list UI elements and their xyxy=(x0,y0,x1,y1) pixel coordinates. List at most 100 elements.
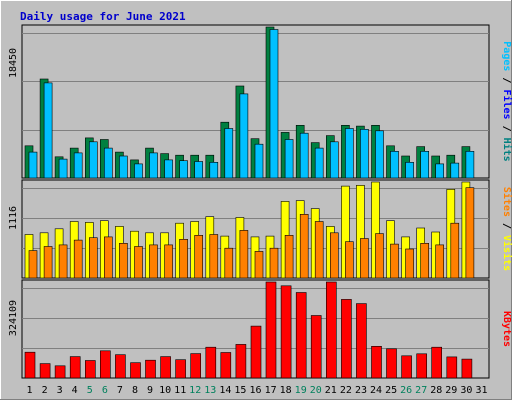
bar-visits-sites-day-11 xyxy=(179,239,188,279)
bar-hits-files-day-27 xyxy=(420,151,430,179)
day-label-13: 13 xyxy=(204,385,216,396)
panel-hits-ymax-label: 18450 xyxy=(8,48,19,78)
day-label-1: 1 xyxy=(26,385,32,396)
bar-hits-files-day-14 xyxy=(224,128,234,179)
bar-hits-files-day-28 xyxy=(435,163,445,179)
bar-visits-sites-day-20 xyxy=(314,221,324,279)
panel-hits: 18450 Pages / Files / Hits xyxy=(8,24,512,179)
bar-visits-sites-day-6 xyxy=(104,236,113,279)
bar-kbytes-kbytes-day-11 xyxy=(175,359,186,379)
bar-visits-sites-day-12 xyxy=(194,235,203,279)
bar-hits-files-day-2 xyxy=(43,82,53,179)
bar-hits-files-day-5 xyxy=(89,141,98,179)
bar-hits-files-day-1 xyxy=(28,151,38,179)
bar-hits-files-day-7 xyxy=(119,155,128,179)
bar-visits-sites-day-27 xyxy=(420,243,430,279)
day-label-19: 19 xyxy=(295,385,307,396)
bar-kbytes-kbytes-day-26 xyxy=(401,355,412,379)
day-label-17: 17 xyxy=(265,385,277,396)
panel-kbytes: 324109 KBytes xyxy=(8,279,512,379)
bar-visits-sites-day-26 xyxy=(405,248,414,279)
day-label-11: 11 xyxy=(174,385,186,396)
day-label-16: 16 xyxy=(249,385,261,396)
bar-hits-files-day-9 xyxy=(149,152,158,179)
bar-hits-files-day-3 xyxy=(58,158,68,179)
bar-visits-sites-day-24 xyxy=(375,233,384,279)
day-label-2: 2 xyxy=(42,385,48,396)
bar-visits-sites-day-10 xyxy=(164,244,173,279)
day-label-8: 8 xyxy=(132,385,138,396)
legend-separator: / xyxy=(501,217,512,235)
day-label-3: 3 xyxy=(57,385,63,396)
bar-kbytes-kbytes-day-8 xyxy=(130,362,141,379)
day-label-18: 18 xyxy=(280,385,292,396)
bar-kbytes-kbytes-day-18 xyxy=(280,285,292,379)
bar-kbytes-kbytes-day-9 xyxy=(145,359,156,379)
bar-hits-files-day-10 xyxy=(164,159,173,179)
day-label-31: 31 xyxy=(475,385,487,396)
day-label-28: 28 xyxy=(430,385,442,396)
bar-hits-files-day-25 xyxy=(390,151,399,179)
bar-kbytes-kbytes-day-4 xyxy=(69,356,81,379)
day-label-26: 26 xyxy=(400,385,412,396)
bar-visits-sites-day-28 xyxy=(435,244,445,279)
legend-files: Files xyxy=(501,89,512,119)
legend-separator: / xyxy=(501,71,512,89)
bar-kbytes-kbytes-day-29 xyxy=(446,356,458,379)
day-label-6: 6 xyxy=(102,385,108,396)
bar-kbytes-kbytes-day-25 xyxy=(386,348,397,379)
bar-kbytes-kbytes-day-27 xyxy=(416,353,428,379)
day-label-22: 22 xyxy=(340,385,352,396)
bar-visits-sites-day-29 xyxy=(450,222,460,279)
legend-sites: Sites xyxy=(501,187,512,217)
bar-hits-files-day-15 xyxy=(239,93,249,179)
bar-visits-sites-day-4 xyxy=(73,239,83,279)
panel-visits-ymax-label: 1116 xyxy=(8,206,19,230)
day-label-29: 29 xyxy=(445,385,457,396)
legend-separator: / xyxy=(501,120,512,138)
bar-visits-sites-day-23 xyxy=(360,238,369,279)
bar-hits-files-day-11 xyxy=(179,160,188,179)
bar-visits-sites-day-22 xyxy=(345,241,354,279)
day-label-27: 27 xyxy=(415,385,427,396)
bar-hits-files-day-24 xyxy=(375,130,384,179)
chart-panels: 18450 Pages / Files / Hits 1116 Sites / Vis… xyxy=(8,24,512,379)
bar-kbytes-kbytes-day-21 xyxy=(325,281,337,379)
day-label-24: 24 xyxy=(370,385,382,396)
bar-hits-files-day-22 xyxy=(345,128,354,179)
day-label-7: 7 xyxy=(117,385,123,396)
bar-hits-files-day-19 xyxy=(299,132,309,179)
bar-kbytes-kbytes-day-5 xyxy=(85,360,96,379)
bar-visits-sites-day-9 xyxy=(149,244,158,279)
bar-kbytes-kbytes-day-23 xyxy=(356,303,367,379)
bar-hits-files-day-13 xyxy=(209,162,219,179)
legend-kbytes: KBytes xyxy=(501,311,512,347)
bar-kbytes-kbytes-day-3 xyxy=(54,365,66,379)
panel-kbytes-ymax-label: 324109 xyxy=(8,300,19,336)
day-label-4: 4 xyxy=(72,385,78,396)
bar-visits-sites-day-13 xyxy=(209,234,219,279)
bar-visits-sites-day-14 xyxy=(224,247,234,279)
bar-visits-sites-day-25 xyxy=(390,243,399,279)
bar-hits-files-day-12 xyxy=(194,161,203,179)
panel-hits-legend: Pages / Files / Hits xyxy=(501,41,512,161)
day-label-5: 5 xyxy=(87,385,93,396)
bar-kbytes-kbytes-day-12 xyxy=(190,353,201,379)
day-label-23: 23 xyxy=(355,385,367,396)
day-label-25: 25 xyxy=(385,385,397,396)
bar-hits-files-day-20 xyxy=(314,147,324,179)
bar-kbytes-kbytes-day-28 xyxy=(431,346,443,379)
bar-kbytes-kbytes-day-2 xyxy=(39,363,51,379)
bar-hits-files-day-6 xyxy=(104,147,113,179)
bar-kbytes-kbytes-day-17 xyxy=(265,281,277,379)
bar-hits-files-day-26 xyxy=(405,162,414,179)
bar-kbytes-kbytes-day-14 xyxy=(220,352,232,379)
bar-hits-files-day-8 xyxy=(134,163,143,179)
bar-visits-sites-day-1 xyxy=(28,250,38,279)
bar-kbytes-kbytes-day-10 xyxy=(160,356,171,379)
bar-visits-sites-day-3 xyxy=(58,244,68,279)
bar-kbytes-kbytes-day-7 xyxy=(115,354,126,379)
bar-visits-sites-day-19 xyxy=(299,214,309,279)
day-label-30: 30 xyxy=(460,385,472,396)
